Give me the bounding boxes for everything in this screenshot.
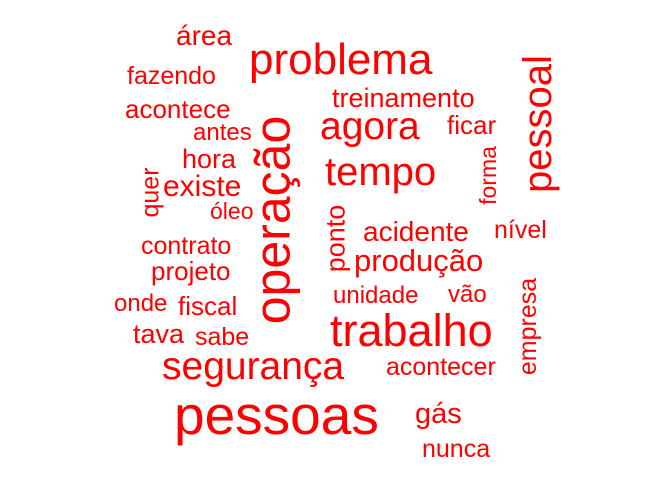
word-unidade: unidade xyxy=(333,282,419,309)
word-treinamento: treinamento xyxy=(332,83,475,113)
word-agora: agora xyxy=(320,105,420,148)
word-nivel: nível xyxy=(494,216,547,244)
word-existe: existe xyxy=(163,170,242,203)
word-fazendo: fazendo xyxy=(127,62,216,90)
word-ficar: ficar xyxy=(447,110,497,140)
word-sabe: sabe xyxy=(195,323,250,351)
word-ponto: ponto xyxy=(320,204,351,273)
word-acontecer: acontecer xyxy=(386,353,496,381)
word-operacao: operação xyxy=(244,115,301,325)
word-antes: antes xyxy=(193,119,252,146)
word-empresa: empresa xyxy=(514,277,543,376)
word-seguranca: segurança xyxy=(162,345,345,388)
word-tempo: tempo xyxy=(325,150,437,194)
word-forma: forma xyxy=(474,146,501,205)
word-area: área xyxy=(176,20,233,51)
word-trabalho: trabalho xyxy=(330,305,493,356)
word-hora: hora xyxy=(182,144,237,174)
word-nunca: nunca xyxy=(422,435,491,463)
word-projeto: projeto xyxy=(151,256,231,286)
word-gas: gás xyxy=(415,398,462,430)
word-tava: tava xyxy=(133,319,185,349)
word-fiscal: fiscal xyxy=(178,291,238,321)
word-producao: produção xyxy=(354,243,484,278)
word-problema: problema xyxy=(249,35,433,84)
word-quer: quer xyxy=(136,167,165,218)
word-acontece: acontece xyxy=(125,94,231,124)
word-onde: onde xyxy=(114,290,168,317)
word-pessoas: pessoas xyxy=(174,384,379,446)
word-acidente: acidente xyxy=(363,216,469,247)
word-oleo: óleo xyxy=(210,198,254,224)
word-contrato: contrato xyxy=(141,232,232,260)
word-vao: vão xyxy=(448,281,487,308)
word-pessoal: pessoal xyxy=(515,55,560,193)
